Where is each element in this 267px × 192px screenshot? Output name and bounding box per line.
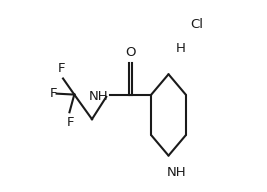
Text: O: O	[125, 46, 136, 59]
Text: Cl: Cl	[190, 18, 203, 31]
Text: F: F	[67, 116, 74, 129]
Text: NH: NH	[166, 166, 186, 179]
Text: NH: NH	[89, 90, 109, 103]
Text: H: H	[176, 42, 186, 55]
Text: F: F	[49, 87, 57, 100]
Text: F: F	[58, 62, 65, 75]
